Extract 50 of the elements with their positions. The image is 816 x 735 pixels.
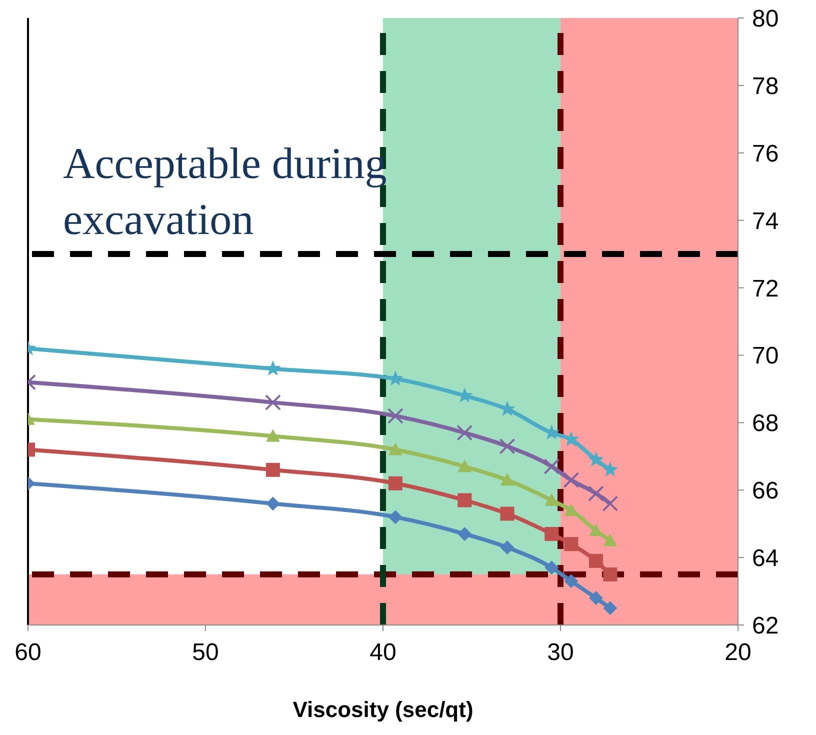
y-tick-label: 80 bbox=[752, 6, 779, 33]
point bbox=[588, 485, 604, 502]
point bbox=[388, 510, 402, 524]
point bbox=[544, 526, 559, 541]
y-tick-label: 66 bbox=[752, 478, 779, 505]
point bbox=[500, 506, 514, 521]
annotation: Acceptable during excavation bbox=[63, 138, 388, 246]
point bbox=[588, 451, 604, 467]
point bbox=[388, 476, 402, 490]
x-tick-label: 40 bbox=[370, 639, 396, 666]
y-tick-label: 68 bbox=[752, 410, 779, 438]
y-tick-label: 72 bbox=[752, 275, 779, 302]
point bbox=[266, 462, 280, 477]
point bbox=[603, 534, 618, 546]
point bbox=[602, 461, 618, 477]
x-tick-label: 30 bbox=[547, 639, 574, 666]
point bbox=[564, 574, 578, 588]
point bbox=[544, 493, 559, 506]
point bbox=[456, 424, 473, 441]
y-tick-label: 64 bbox=[752, 545, 779, 572]
point bbox=[500, 472, 514, 486]
y-tick-label: 70 bbox=[752, 342, 779, 370]
point bbox=[266, 429, 280, 442]
x-tick-label: 20 bbox=[724, 639, 752, 666]
point bbox=[264, 394, 281, 410]
y-tick-label: 78 bbox=[752, 72, 779, 100]
point bbox=[458, 526, 472, 541]
y-tick-label: 76 bbox=[752, 140, 779, 168]
point bbox=[458, 460, 472, 472]
point bbox=[603, 601, 618, 616]
point bbox=[500, 540, 514, 554]
point bbox=[264, 360, 281, 376]
point bbox=[589, 554, 603, 568]
point bbox=[266, 496, 280, 511]
point bbox=[603, 567, 618, 582]
point bbox=[458, 493, 472, 508]
point bbox=[387, 408, 404, 424]
point bbox=[499, 438, 516, 454]
point bbox=[544, 560, 559, 575]
point bbox=[602, 496, 618, 512]
point bbox=[388, 442, 402, 456]
y-tick-label: 62 bbox=[752, 612, 779, 640]
point bbox=[589, 591, 603, 606]
point bbox=[563, 472, 580, 488]
x-tick-label: 50 bbox=[192, 639, 219, 666]
point bbox=[544, 458, 560, 475]
x-tick-label: 60 bbox=[14, 639, 42, 666]
y-tick-label: 74 bbox=[752, 208, 779, 235]
x-axis-title: Viscosity (sec/qt) bbox=[292, 697, 474, 722]
point bbox=[564, 537, 578, 552]
